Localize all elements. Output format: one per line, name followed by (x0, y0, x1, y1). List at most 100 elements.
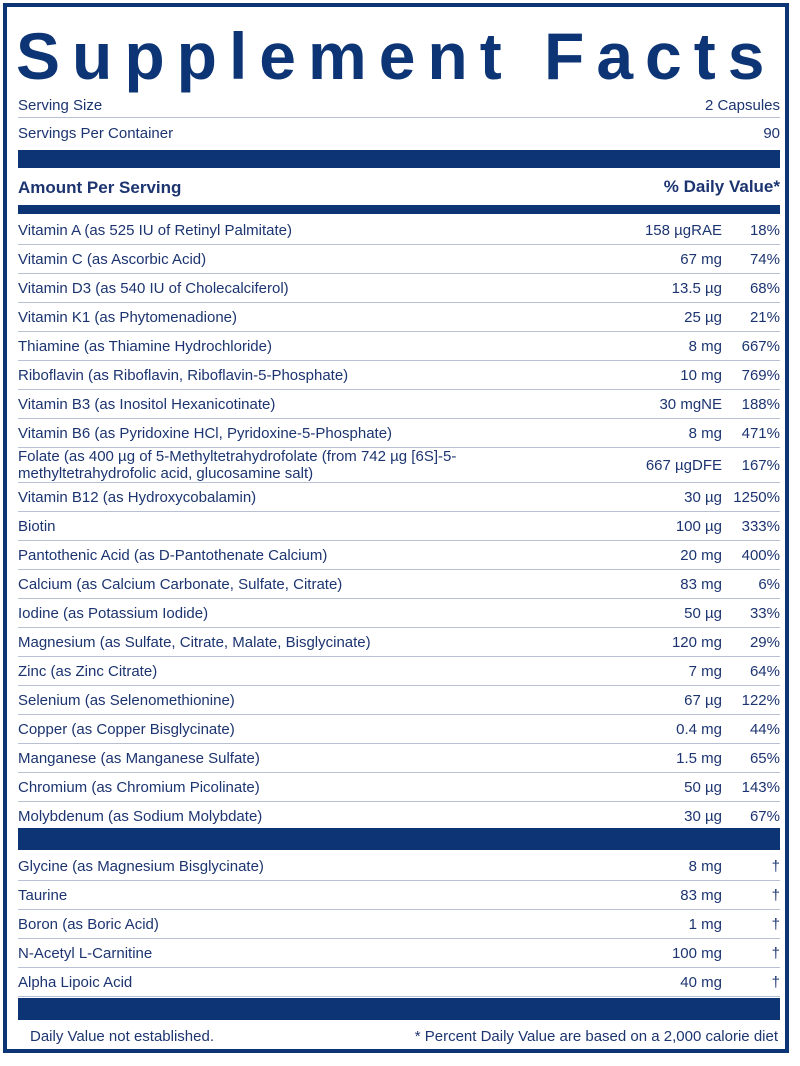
serving-size-row: Serving Size 2 Capsules (18, 93, 780, 118)
nutrient-amount: 0.4 mg (676, 720, 722, 738)
nutrient-name: Alpha Lipoic Acid (18, 973, 133, 991)
column-header-row: Amount Per Serving % Daily Value* (18, 175, 780, 199)
nutrient-name: Iodine (as Potassium Iodide) (18, 604, 209, 622)
nutrient-name: Magnesium (as Sulfate, Citrate, Malate, … (18, 633, 371, 651)
nutrient-amount: 30 µg (684, 807, 722, 825)
divider-bar (18, 205, 780, 214)
nutrient-amount: 30 mgNE (659, 395, 722, 413)
nutrient-name: Zinc (as Zinc Citrate) (18, 662, 158, 680)
nutrient-amount: 8 mg (688, 857, 722, 875)
nutrient-daily-value: 1250% (733, 488, 780, 506)
nutrient-daily-value: 769% (741, 366, 780, 384)
nutrient-name: Selenium (as Selenomethionine) (18, 691, 235, 709)
nutrient-amount: 83 mg (680, 575, 722, 593)
nutrient-name: Vitamin K1 (as Phytomenadione) (18, 308, 238, 326)
nutrient-name: Glycine (as Magnesium Bisglycinate) (18, 857, 264, 875)
label-frame (3, 3, 789, 1053)
nutrient-row: Vitamin B3 (as Inositol Hexanicotinate) 3… (18, 390, 780, 419)
footnote-dv-not-established: Daily Value not established. (30, 1028, 214, 1045)
nutrient-daily-value: 68% (749, 279, 780, 297)
nutrient-name: Biotin (18, 517, 56, 535)
nutrient-row: Zinc (as Zinc Citrate) 7 mg 64% (18, 657, 780, 686)
nutrient-amount: 100 µg (675, 517, 722, 535)
nutrient-daily-value: 21% (749, 308, 780, 326)
nutrient-amount: 40 mg (680, 973, 722, 991)
divider-bar (18, 150, 780, 168)
nutrient-daily-value: † (771, 857, 780, 875)
nutrient-daily-value: † (771, 886, 780, 904)
nutrient-list: Vitamin A (as 525 IU of Retinyl Palmitat… (18, 216, 780, 831)
nutrient-amount: 25 µg (684, 308, 722, 326)
nutrient-row: Molybdenum (as Sodium Molybdate) 30 µg 67% (18, 802, 780, 831)
nutrient-row: Alpha Lipoic Acid 40 mg † (18, 968, 780, 997)
nutrient-amount: 83 mg (680, 886, 722, 904)
nutrient-daily-value: 74% (749, 250, 780, 268)
nutrient-daily-value: 6% (758, 575, 780, 593)
nutrient-amount: 8 mg (688, 337, 722, 355)
nutrient-daily-value: 667% (741, 337, 780, 355)
servings-per-container-value: 90 (763, 124, 780, 142)
nutrient-daily-value: † (771, 915, 780, 933)
nutrient-row: Glycine (as Magnesium Bisglycinate) 8 mg † (18, 852, 780, 881)
nutrient-daily-value: 188% (741, 395, 780, 413)
nutrient-daily-value: 65% (749, 749, 780, 767)
nutrient-row: Boron (as Boric Acid) 1 mg † (18, 910, 780, 939)
nutrient-amount: 1.5 mg (676, 749, 722, 767)
nutrient-row: Chromium (as Chromium Picolinate) 50 µg 14… (18, 773, 780, 802)
nutrient-amount: 100 mg (671, 944, 722, 962)
nutrient-daily-value: 29% (749, 633, 780, 651)
nutrient-amount: 50 µg (684, 778, 722, 796)
nutrient-row: Taurine 83 mg † (18, 881, 780, 910)
divider-bar (18, 828, 780, 850)
nutrient-amount: 120 mg (671, 633, 722, 651)
label-title: Supplement Facts (16, 19, 777, 93)
nutrient-daily-value: 333% (741, 517, 780, 535)
nutrient-amount: 667 µgDFE (645, 456, 722, 474)
serving-size-value: 2 Capsules (704, 96, 780, 114)
nutrient-daily-value: 143% (741, 778, 780, 796)
nutrient-row: Vitamin A (as 525 IU of Retinyl Palmitat… (18, 216, 780, 245)
nutrient-amount: 10 mg (680, 366, 722, 384)
nutrient-row: Iodine (as Potassium Iodide) 50 µg 33% (18, 599, 780, 628)
nutrient-row: Calcium (as Calcium Carbonate, Sulfate, … (18, 570, 780, 599)
nutrient-row: Manganese (as Manganese Sulfate) 1.5 mg 65… (18, 744, 780, 773)
nutrient-name: Folate (as 400 µg of 5-Methyltetrahydrof… (18, 448, 457, 482)
servings-per-container-label: Servings Per Container (18, 124, 174, 142)
nutrient-daily-value: 33% (749, 604, 780, 622)
nutrient-name: Calcium (as Calcium Carbonate, Sulfate, … (18, 575, 343, 593)
nutrient-row: Pantothenic Acid (as D-Pantothenate Calc… (18, 541, 780, 570)
nutrient-name: N-Acetyl L-Carnitine (18, 944, 153, 962)
nutrient-row: Magnesium (as Sulfate, Citrate, Malate, … (18, 628, 780, 657)
nutrient-amount: 20 mg (680, 546, 722, 564)
nutrient-name: Copper (as Copper Bisglycinate) (18, 720, 235, 738)
nutrient-name: Thiamine (as Thiamine Hydrochloride) (18, 337, 272, 355)
daily-value-header: % Daily Value* (663, 177, 780, 196)
nutrient-name: Manganese (as Manganese Sulfate) (18, 749, 260, 767)
nutrient-name: Vitamin B3 (as Inositol Hexanicotinate) (18, 395, 276, 413)
serving-size-label: Serving Size (18, 96, 103, 114)
nutrient-daily-value: † (771, 973, 780, 991)
nutrient-name: Molybdenum (as Sodium Molybdate) (18, 807, 263, 825)
nutrient-amount: 8 mg (688, 424, 722, 442)
nutrient-amount: 13.5 µg (671, 279, 722, 297)
nutrient-amount: 30 µg (684, 488, 722, 506)
nutrient-name: Pantothenic Acid (as D-Pantothenate Calc… (18, 546, 328, 564)
footnote-percent-dv: * Percent Daily Value are based on a 2,0… (414, 1028, 778, 1045)
other-ingredients-list: Glycine (as Magnesium Bisglycinate) 8 mg †… (18, 852, 780, 997)
nutrient-daily-value: † (771, 944, 780, 962)
servings-per-container-row: Servings Per Container 90 (18, 121, 780, 145)
nutrient-row: Thiamine (as Thiamine Hydrochloride) 8 mg… (18, 332, 780, 361)
nutrient-name: Vitamin A (as 525 IU of Retinyl Palmitat… (18, 221, 293, 239)
nutrient-row: Copper (as Copper Bisglycinate) 0.4 mg 44% (18, 715, 780, 744)
nutrient-row: Folate (as 400 µg of 5-Methyltetrahydrof… (18, 448, 780, 483)
nutrient-row: N-Acetyl L-Carnitine 100 mg † (18, 939, 780, 968)
nutrient-name: Vitamin C (as Ascorbic Acid) (18, 250, 207, 268)
nutrient-row: Vitamin B6 (as Pyridoxine HCl, Pyridoxin… (18, 419, 780, 448)
nutrient-name: Riboflavin (as Riboflavin, Riboflavin-5-… (18, 366, 349, 384)
nutrient-name: Taurine (18, 886, 68, 904)
nutrient-name: Boron (as Boric Acid) (18, 915, 159, 933)
nutrient-name: Chromium (as Chromium Picolinate) (18, 778, 260, 796)
nutrient-row: Biotin 100 µg 333% (18, 512, 780, 541)
nutrient-amount: 158 µgRAE (644, 221, 722, 239)
nutrient-amount: 50 µg (684, 604, 722, 622)
